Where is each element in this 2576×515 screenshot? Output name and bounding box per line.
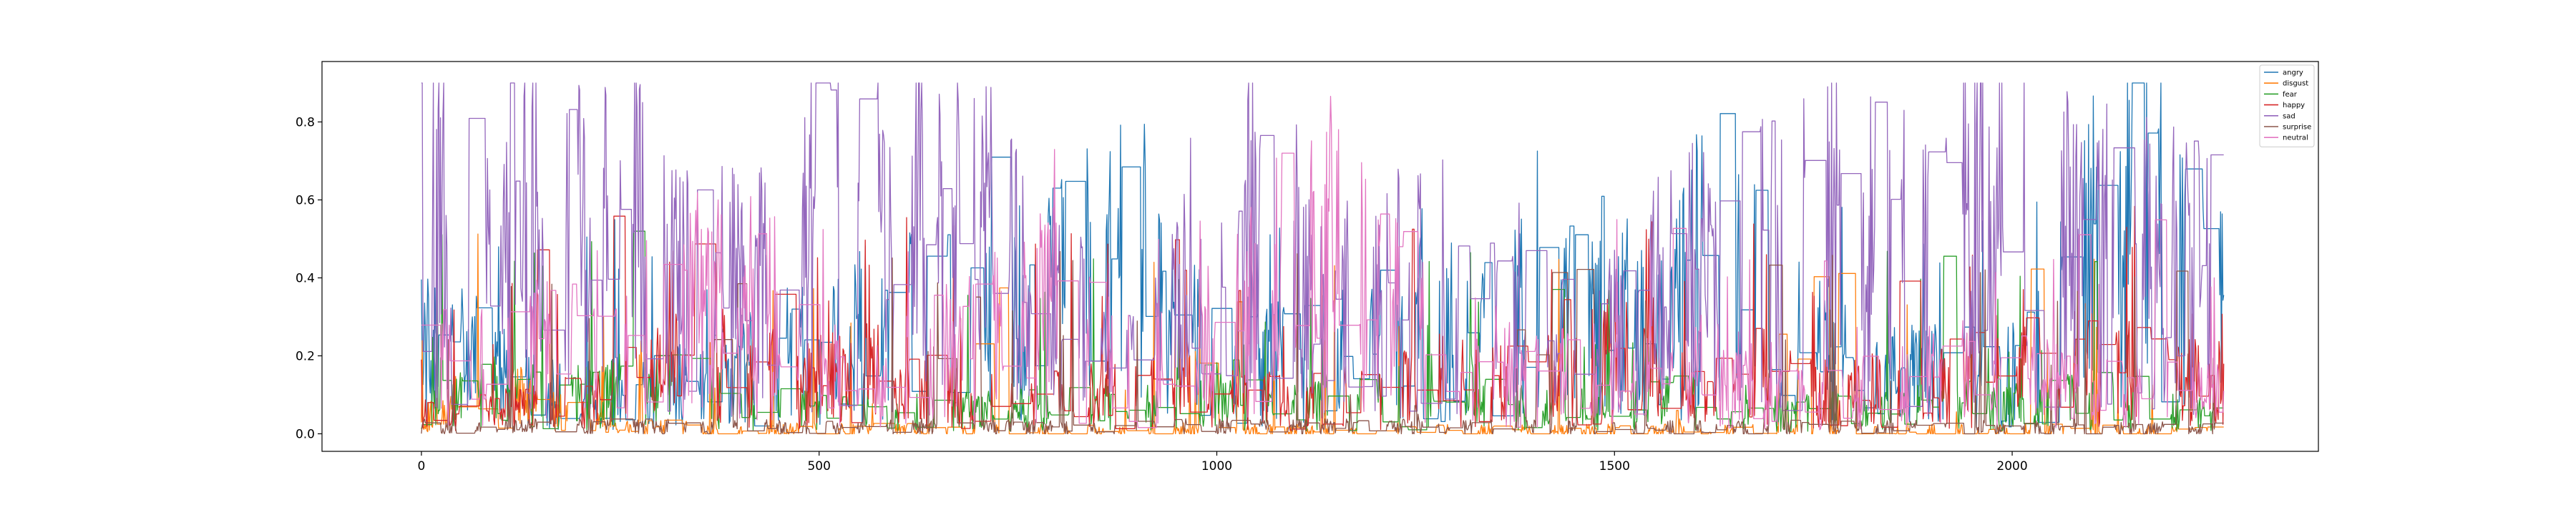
plot-frame [321, 61, 2319, 452]
y-tick-label: 0.8 [296, 115, 315, 129]
legend-label-disgust: disgust [2283, 80, 2308, 88]
legend-label-happy: happy [2283, 102, 2305, 109]
legend-label-fear: fear [2283, 91, 2298, 99]
legend-label-sad: sad [2283, 112, 2296, 120]
series-lines [421, 82, 2225, 435]
legend-label-neutral: neutral [2283, 134, 2308, 142]
x-tick-label: 500 [807, 459, 830, 474]
x-tick-label: 0 [418, 459, 426, 474]
y-tick-label: 0.2 [296, 349, 315, 363]
x-axis: 0 500 1000 1500 2000 [418, 451, 2028, 474]
y-tick-label: 0.4 [296, 271, 315, 285]
y-tick-label: 0.6 [296, 193, 315, 207]
legend-label-angry: angry [2283, 69, 2303, 77]
series-line-neutral [421, 96, 2225, 431]
x-tick-label: 2000 [1996, 459, 2027, 474]
y-axis: 0.0 0.2 0.4 0.6 0.8 [296, 115, 322, 441]
x-tick-label: 1500 [1599, 459, 1630, 474]
legend-label-surprise: surprise [2283, 124, 2311, 132]
x-tick-label: 1000 [1201, 459, 1232, 474]
legend: angry disgust fear happy sad surprise neutral [2259, 64, 2315, 147]
y-tick-label: 0.0 [296, 427, 315, 441]
